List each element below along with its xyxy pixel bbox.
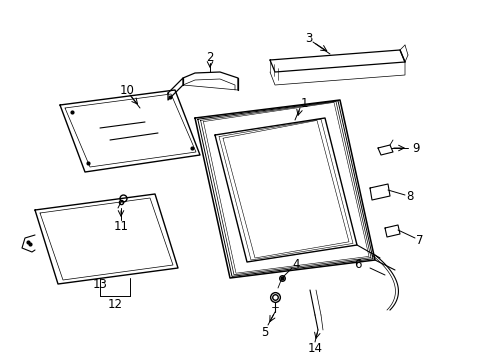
Text: 1: 1 — [300, 96, 307, 109]
Text: 5: 5 — [261, 325, 268, 338]
Text: 12: 12 — [107, 298, 122, 311]
Text: 2: 2 — [206, 50, 213, 63]
Text: 11: 11 — [113, 220, 128, 233]
Text: 13: 13 — [92, 279, 107, 292]
Text: 7: 7 — [415, 234, 423, 247]
Text: 9: 9 — [411, 141, 419, 154]
Text: 8: 8 — [406, 189, 413, 202]
Text: 4: 4 — [292, 257, 299, 270]
Text: 10: 10 — [120, 84, 134, 96]
Text: 14: 14 — [307, 342, 322, 355]
Text: 3: 3 — [305, 32, 312, 45]
Text: 6: 6 — [353, 258, 361, 271]
